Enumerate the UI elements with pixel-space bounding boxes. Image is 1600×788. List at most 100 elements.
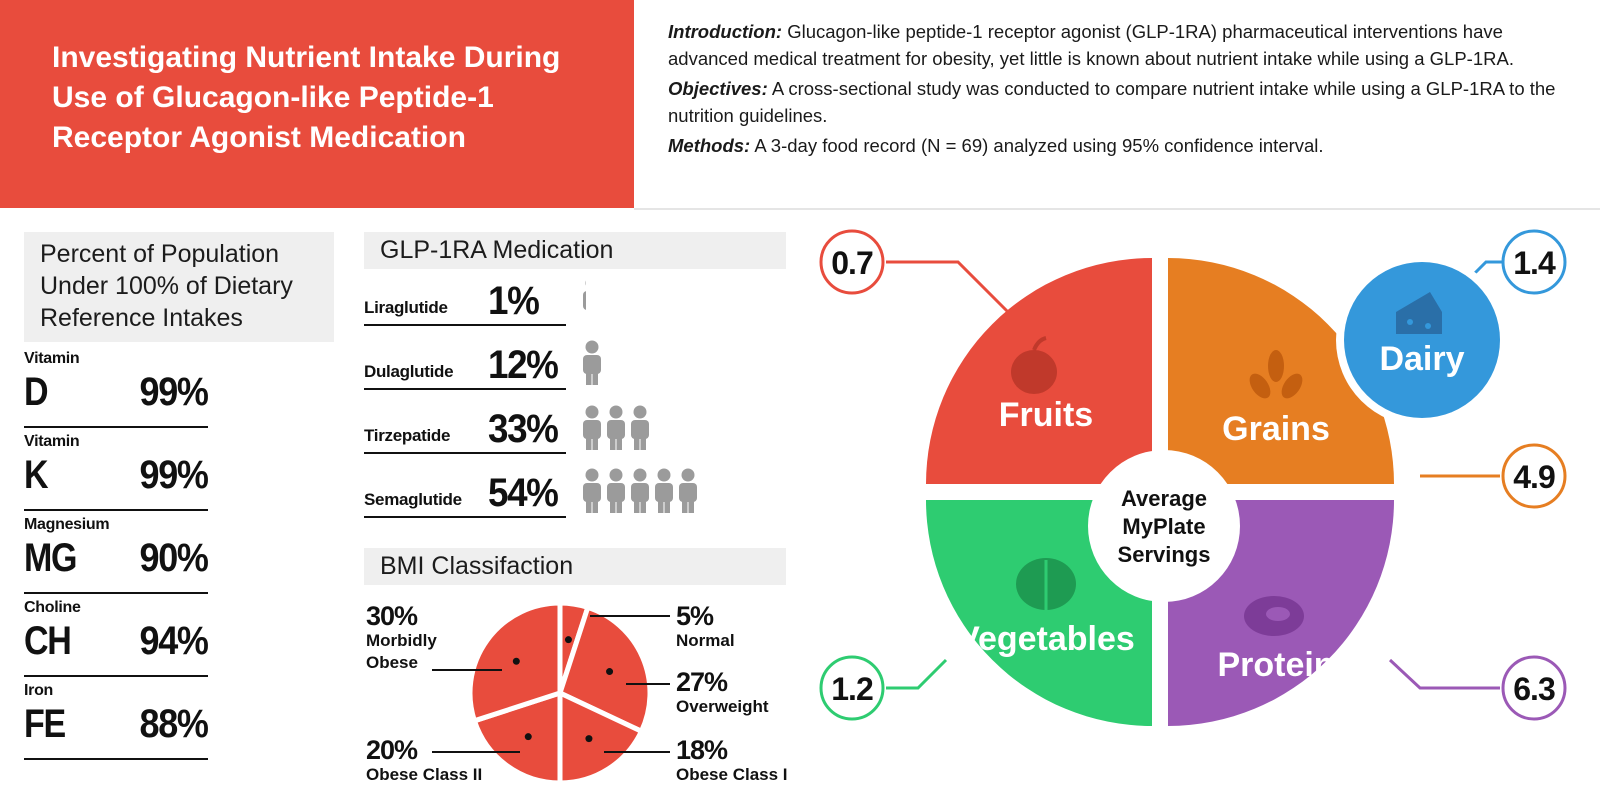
bmi-leader-dot: [585, 735, 593, 743]
person-icons: [582, 276, 606, 326]
bmi-percent: 20%: [366, 735, 418, 765]
person-icons: [582, 340, 606, 390]
person-icons: [582, 405, 654, 455]
fruits-servings-badge: [819, 229, 885, 295]
introduction-text: Glucagon-like peptide-1 receptor agonist…: [668, 21, 1514, 69]
nutrient-row: Iron FE 88%: [24, 682, 209, 760]
vegetables-label: Vegetables: [957, 620, 1135, 658]
medication-percent: 1%: [488, 279, 540, 323]
methods-paragraph: Methods: A 3-day food record (N = 69) an…: [668, 132, 1568, 159]
page-title: Investigating Nutrient Intake During Use…: [52, 41, 561, 154]
grains-quadrant: [1168, 258, 1394, 484]
person-icon: [631, 405, 649, 450]
medication-percent: 12%: [488, 343, 559, 387]
center-text-line-3: Servings: [1118, 542, 1211, 567]
steak-icon: [1244, 596, 1304, 636]
bmi-category: Morbidly Obese: [366, 631, 437, 672]
wheat-icon: [1249, 350, 1303, 399]
center-text-line-2: MyPlate: [1122, 514, 1205, 539]
person-icon: [583, 468, 601, 513]
vegetables-quadrant: [926, 500, 1152, 726]
medication-name: Semaglutide: [364, 490, 462, 509]
bmi-leader-dot: [512, 657, 520, 665]
dairy-circle: [1344, 262, 1500, 418]
bmi-category: Normal: [676, 631, 735, 650]
person-icon: [631, 468, 649, 513]
fruits-quadrant: [926, 258, 1152, 484]
nutrient-percent: 94%: [139, 619, 209, 663]
nutrient-label: Magnesium: [24, 516, 110, 533]
bmi-leader-dot: [606, 668, 614, 676]
nutrient-symbol: CH: [24, 619, 72, 663]
bmi-category: Obese Class II: [366, 765, 483, 784]
objectives-paragraph: Objectives: A cross-sectional study was …: [668, 75, 1568, 129]
nutrient-row: Choline CH 94%: [24, 599, 209, 677]
medication-name: Tirzepatide: [364, 426, 451, 445]
center-text-line-1: Average: [1121, 486, 1207, 511]
nutrient-label: Iron: [24, 682, 54, 699]
center-circle: [1088, 450, 1240, 602]
protein-label: Protein: [1217, 646, 1334, 684]
introduction-label: Introduction:: [668, 21, 783, 42]
medication-percent: 33%: [488, 407, 559, 451]
protein-servings-badge: [1501, 655, 1567, 721]
bmi-leader-dot: [564, 636, 572, 644]
person-icon: [679, 468, 697, 513]
grains-label: Grains: [1222, 410, 1330, 448]
protein-servings: 6.3: [1513, 671, 1555, 707]
bmi-label-morbidly-obese: 30% Morbidly Obese: [366, 602, 456, 674]
vegetables-servings: 1.2: [831, 671, 873, 707]
dairy-outline: [1336, 254, 1508, 426]
bmi-percent: 18%: [676, 735, 728, 765]
bmi-label-normal: 5% Normal: [676, 602, 735, 652]
fruits-connector: [886, 260, 1014, 318]
fruits-servings: 0.7: [831, 245, 873, 281]
bmi-label-obese-class-2: 20% Obese Class II: [366, 736, 482, 786]
person-icon: [583, 280, 586, 310]
dri-heading: Percent of Population Under 100% of Diet…: [24, 232, 334, 342]
introduction-paragraph: Introduction: Glucagon-like peptide-1 re…: [668, 18, 1568, 72]
dairy-connector: [1460, 260, 1510, 288]
medication-row: Liraglutide 1%: [364, 274, 566, 326]
bmi-slice: [556, 604, 653, 735]
intro-section: Introduction: Glucagon-like peptide-1 re…: [668, 18, 1568, 162]
protein-quadrant: [1168, 500, 1394, 726]
bmi-category: Overweight: [676, 697, 769, 716]
bmi-leader-dot: [524, 733, 532, 741]
nutrient-percent: 90%: [139, 536, 209, 580]
medication-name: Liraglutide: [364, 298, 448, 317]
lettuce-icon: [1016, 558, 1076, 610]
protein-connector: [1388, 658, 1500, 690]
nutrient-symbol: MG: [24, 536, 78, 580]
bmi-label-overweight: 27% Overweight: [676, 668, 769, 718]
fruits-label: Fruits: [999, 396, 1093, 434]
bmi-percent: 30%: [366, 601, 418, 631]
vegetables-servings-badge: [819, 655, 885, 721]
objectives-text: A cross-sectional study was conducted to…: [668, 78, 1556, 126]
medication-heading: GLP-1RA Medication: [364, 232, 786, 269]
nutrient-percent: 99%: [139, 453, 209, 497]
bmi-slice: [557, 689, 645, 786]
grains-servings-badge: [1501, 443, 1567, 509]
vegetables-connector: [886, 658, 948, 690]
person-icon: [583, 340, 601, 385]
person-icons: [582, 468, 702, 518]
divider: [634, 208, 1600, 210]
dairy-label: Dairy: [1379, 340, 1464, 378]
nutrient-row: Vitamin K 99%: [24, 433, 209, 511]
nutrient-label: Vitamin: [24, 433, 80, 450]
person-icon: [583, 405, 601, 450]
objectives-label: Objectives:: [668, 78, 768, 99]
bmi-percent: 5%: [676, 601, 714, 631]
medication-row: Semaglutide 54%: [364, 466, 566, 518]
nutrient-percent: 88%: [139, 702, 209, 746]
nutrient-symbol: D: [24, 370, 49, 414]
medication-row: Dulaglutide 12%: [364, 338, 566, 390]
nutrient-row: Magnesium MG 90%: [24, 516, 209, 594]
methods-label: Methods:: [668, 135, 751, 156]
nutrient-percent: 99%: [139, 370, 209, 414]
bmi-heading: BMI Classifaction: [364, 548, 786, 585]
apple-icon: [1011, 336, 1057, 394]
methods-text: A 3-day food record (N = 69) analyzed us…: [754, 135, 1324, 156]
medication-percent: 54%: [488, 471, 559, 515]
